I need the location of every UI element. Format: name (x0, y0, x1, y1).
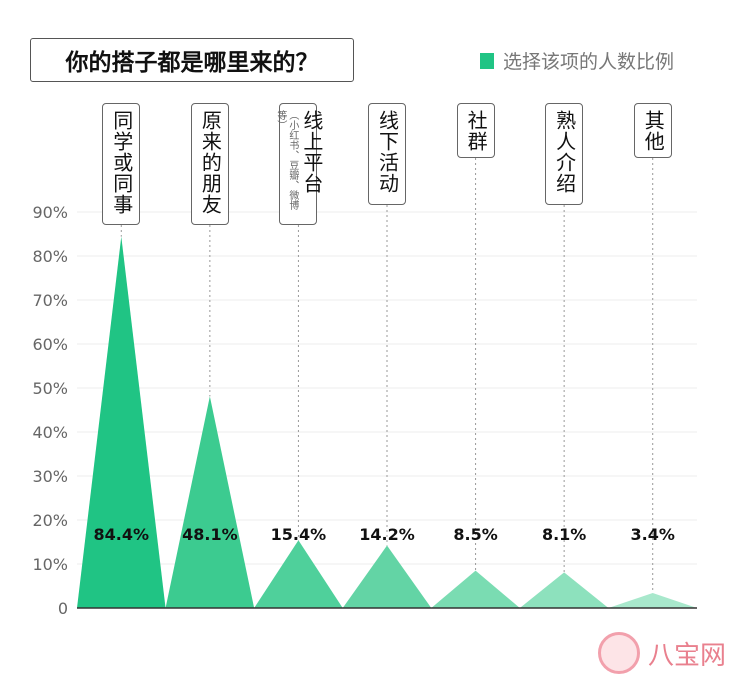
data-label: 15.4% (271, 525, 327, 544)
triangle-mark (165, 396, 255, 608)
y-tick-label: 20% (32, 511, 68, 530)
triangle-mark (608, 593, 697, 608)
category-label: 原来的朋友 (190, 103, 229, 225)
category-label: 社群 (456, 103, 495, 158)
baby-face-icon (598, 632, 640, 674)
data-label: 14.2% (359, 525, 415, 544)
legend: 选择该项的人数比例 (480, 47, 674, 74)
category-label: （小红书、豆瓣、微博等） 线上平台 (275, 103, 324, 225)
category-label: 同学或同事 (102, 103, 141, 225)
data-label: 8.5% (453, 525, 497, 544)
triangle-mark (77, 236, 166, 608)
category-label: 其他 (633, 103, 672, 158)
y-tick-label: 10% (32, 555, 68, 574)
category-label: 线下活动 (368, 103, 406, 205)
data-label: 8.1% (542, 525, 586, 544)
category-note: （小红书、豆瓣、微博等） (274, 110, 298, 210)
y-tick-label: 70% (32, 291, 68, 310)
y-tick-label: 80% (32, 247, 68, 266)
category-text: 同学或同事 (109, 110, 134, 215)
category-text: 原来的朋友 (198, 110, 223, 215)
triangle-mark (431, 570, 520, 608)
triangle-mark (254, 540, 343, 608)
category-text: 熟人介绍 (552, 110, 577, 194)
triangle-mark (519, 572, 609, 608)
triangle-mark (342, 545, 432, 608)
data-label: 3.4% (631, 525, 675, 544)
y-tick-label: 30% (32, 467, 68, 486)
watermark-text: 八宝网 (648, 640, 727, 671)
legend-label: 选择该项的人数比例 (503, 51, 675, 73)
y-tick-label: 0 (58, 599, 68, 618)
watermark-logo: 八宝网 (598, 632, 726, 674)
category-text: 其他 (641, 110, 666, 152)
data-label: 48.1% (182, 525, 238, 544)
y-tick-label: 90% (32, 203, 68, 222)
category-text: 线上平台 (299, 110, 324, 194)
chart-title: 你的搭子都是哪里来的？ (30, 38, 354, 82)
category-text: 社群 (464, 110, 489, 152)
y-tick-label: 40% (32, 423, 68, 442)
category-text: 线下活动 (375, 110, 400, 194)
legend-swatch (480, 52, 494, 69)
y-tick-label: 60% (32, 335, 68, 354)
category-label: 熟人介绍 (545, 103, 584, 205)
data-label: 84.4% (94, 525, 150, 544)
y-tick-label: 50% (32, 379, 68, 398)
